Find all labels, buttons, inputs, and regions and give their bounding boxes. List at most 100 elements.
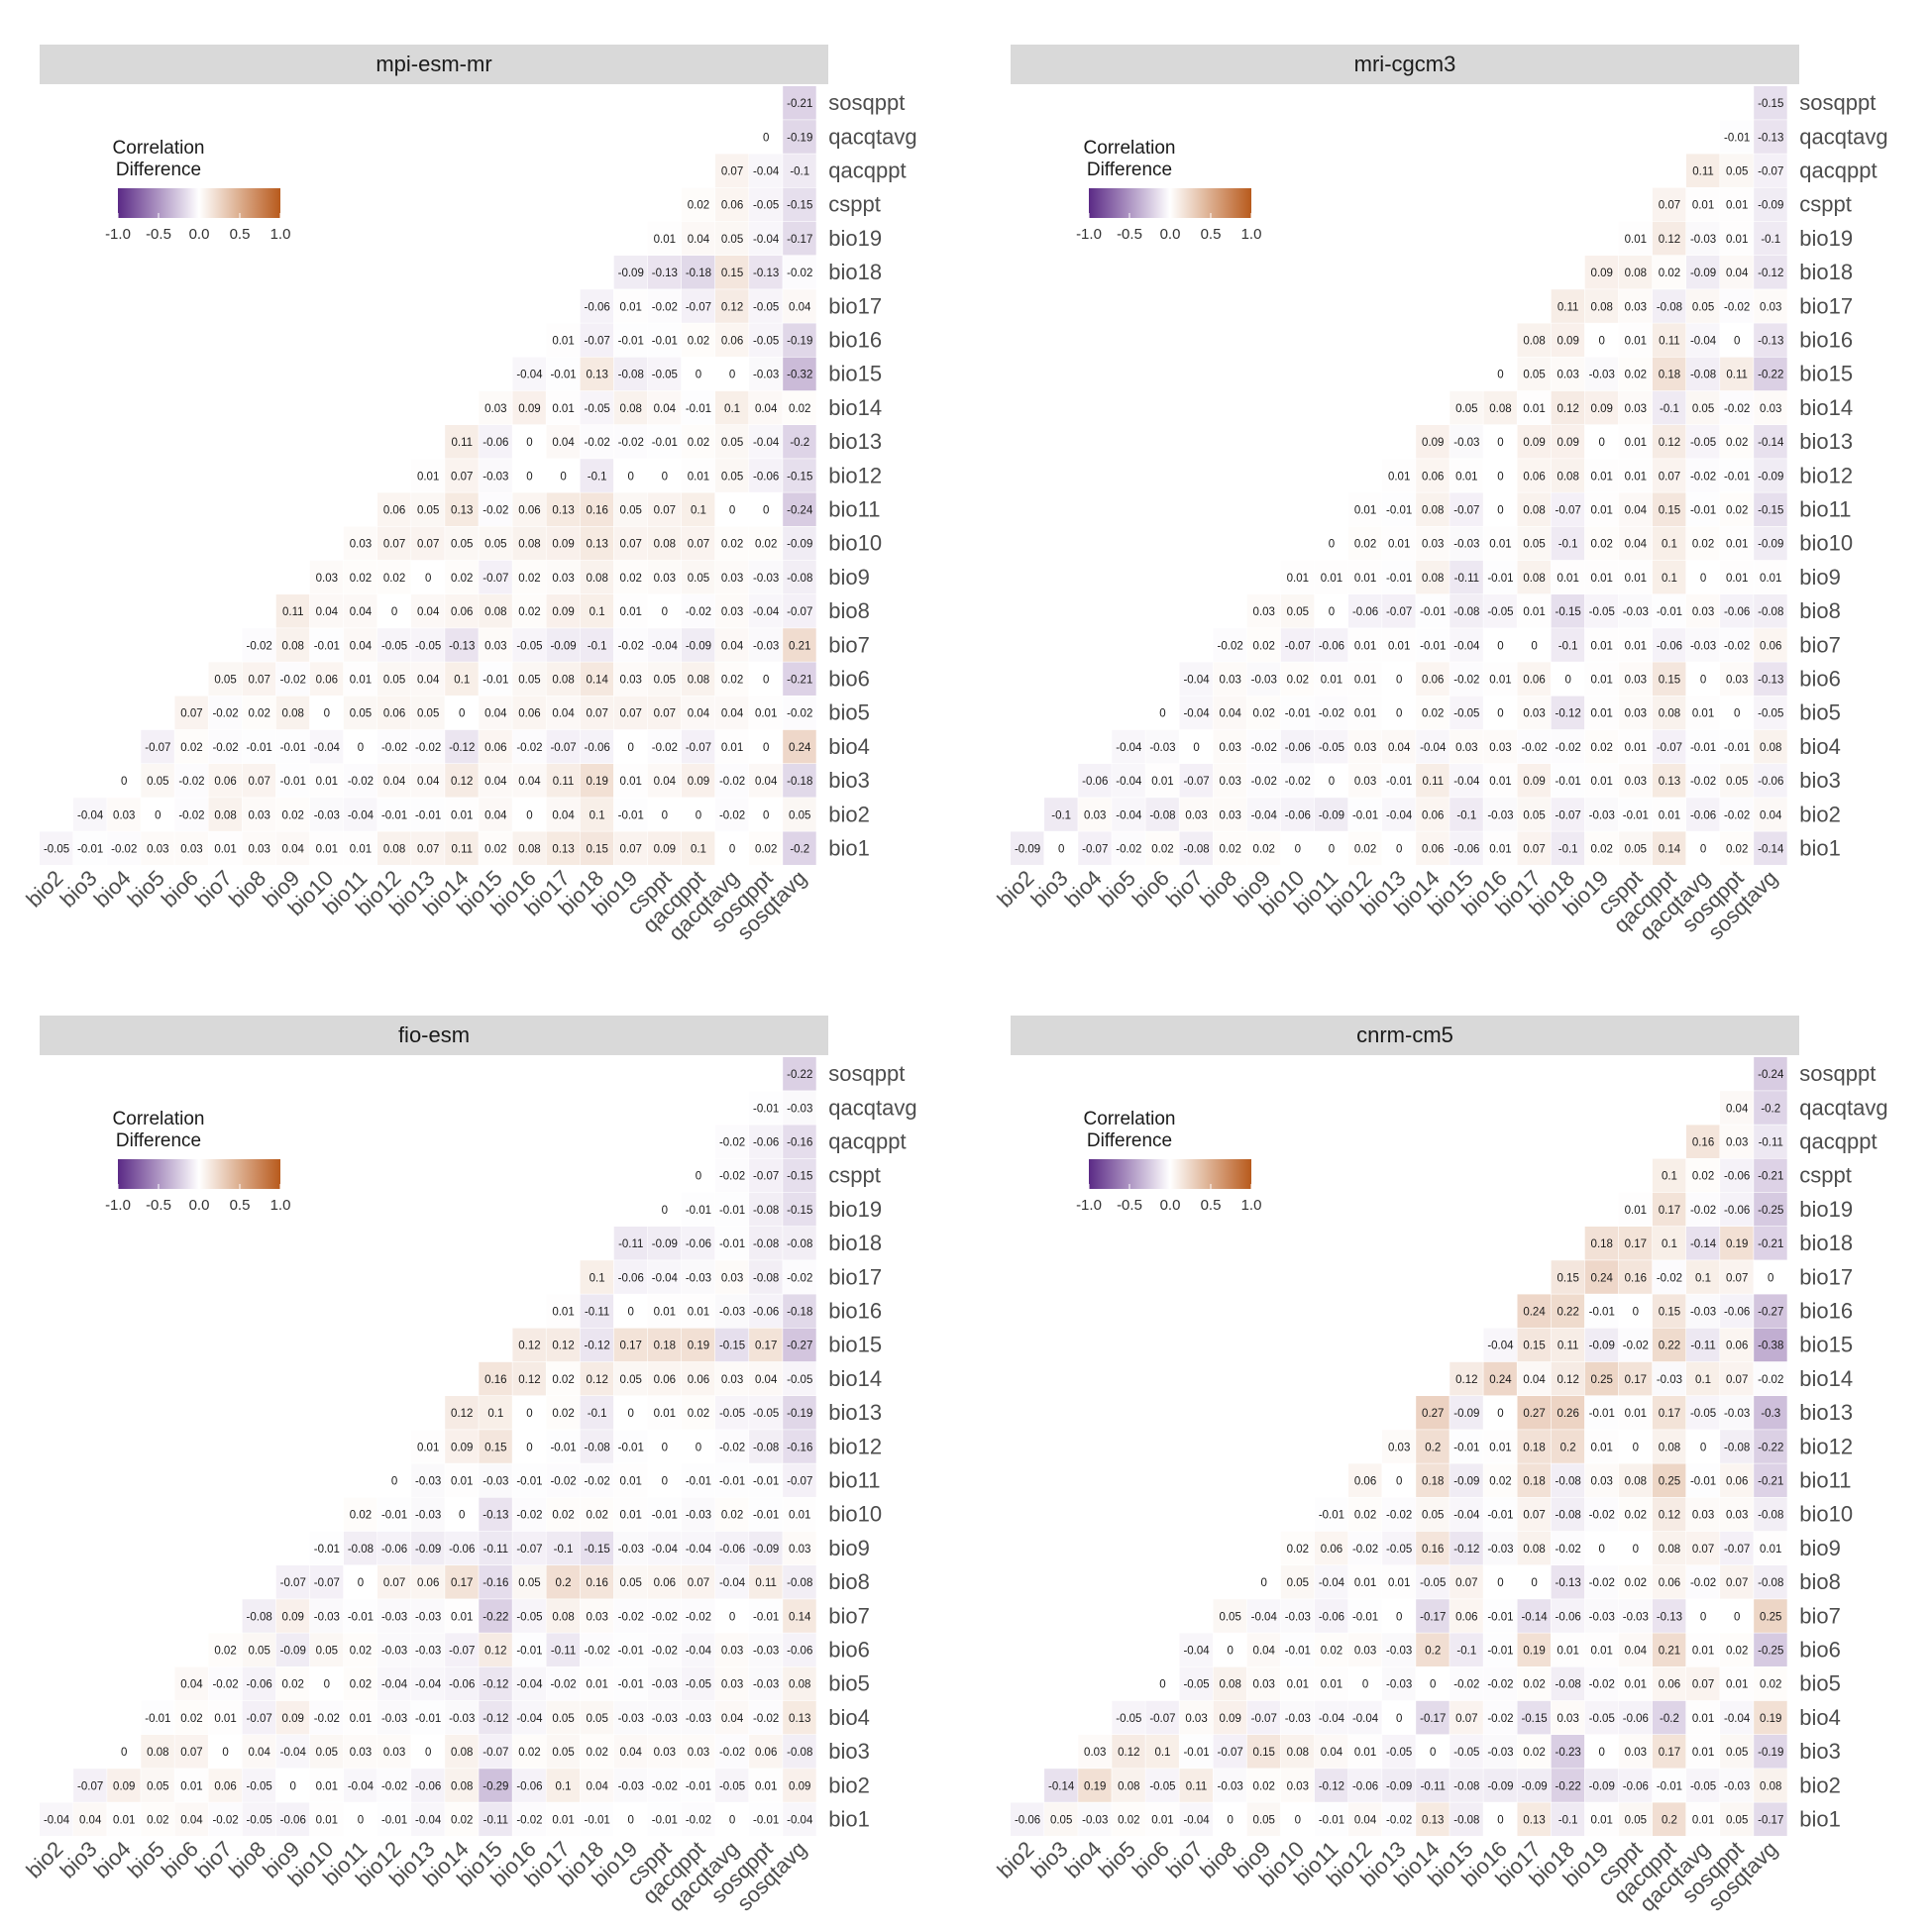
cell-value-label: -0.04: [1319, 1577, 1345, 1589]
cell-value-label: 0.15: [1253, 1747, 1275, 1759]
heatmap-cell: [580, 696, 614, 730]
heatmap-cell: [1483, 594, 1517, 628]
cell-value-label: 0.06: [316, 675, 338, 687]
y-tick-label: qacqppt: [1799, 1129, 1877, 1154]
cell-value-label: -0.07: [787, 606, 812, 618]
heatmap-cell: [479, 526, 512, 561]
cell-value-label: -0.05: [1589, 606, 1615, 618]
cell-value-label: -0.04: [753, 234, 780, 246]
legend-tick-label: -0.5: [146, 226, 171, 243]
cell-value-label: 0.01: [1388, 471, 1410, 483]
heatmap-cell: [749, 764, 783, 798]
cell-value-label: 0.06: [518, 505, 540, 517]
cell-value-label: 0.05: [1523, 809, 1545, 821]
heatmap-cell: [512, 492, 546, 526]
cell-value-label: 0: [391, 606, 397, 618]
cell-value-label: 0.16: [484, 1374, 506, 1386]
cell-value-label: 0.03: [180, 844, 202, 856]
cell-value-label: -0.08: [585, 1442, 610, 1453]
cell-value-label: -0.01: [686, 403, 711, 415]
cell-value-label: 0: [1734, 1611, 1740, 1623]
heatmap-cell: [580, 729, 614, 764]
heatmap-cell: [479, 560, 512, 594]
cell-value-label: 0.02: [721, 675, 743, 687]
cell-value-label: -0.05: [1453, 708, 1479, 720]
cell-value-label: -0.07: [1556, 505, 1581, 517]
y-tick-label: bio1: [828, 836, 870, 861]
heatmap-cell: [1483, 560, 1517, 594]
cell-value-label: 0.01: [1354, 573, 1376, 585]
cell-value-label: 0.01: [620, 1476, 642, 1488]
cell-value-label: 0.04: [316, 606, 339, 618]
cell-value-label: -0.02: [1724, 403, 1750, 415]
cell-value-label: 0.01: [1287, 573, 1309, 585]
heatmap-cell: [1720, 492, 1754, 526]
cell-value-label: -0.02: [686, 1611, 711, 1623]
heatmap-cell: [749, 221, 783, 256]
cell-value-label: -0.01: [77, 844, 103, 856]
heatmap-cell: [1213, 662, 1247, 696]
heatmap-cell: [715, 256, 749, 289]
cell-value-label: 0.12: [451, 1408, 473, 1420]
cell-value-label: -0.01: [753, 1476, 779, 1488]
cell-value-label: 0.01: [214, 844, 236, 856]
heatmap-cell: [1754, 459, 1787, 492]
y-tick-label: bio9: [1799, 1536, 1841, 1560]
heatmap-cell: [1584, 798, 1619, 831]
cell-value-label: -0.02: [1487, 1679, 1513, 1691]
heatmap-cell: [580, 357, 614, 391]
cell-value-label: 0: [1396, 675, 1402, 687]
cell-value-label: -0.03: [415, 1646, 441, 1658]
heatmap-cell: [715, 221, 749, 256]
cell-value-label: 0.03: [1591, 1476, 1613, 1488]
heatmap-cell: [681, 289, 715, 323]
cell-value-label: 0.05: [147, 1780, 168, 1792]
heatmap-cell: [512, 696, 546, 730]
cell-value-label: -0.07: [753, 1171, 779, 1183]
cell-value-label: -0.05: [686, 1679, 711, 1691]
cell-value-label: -0.03: [381, 1713, 407, 1725]
heatmap-cell: [749, 323, 783, 357]
cell-value-label: 0.08: [1659, 708, 1680, 720]
cell-value-label: 0: [459, 708, 465, 720]
cell-value-label: 0.11: [282, 606, 304, 618]
cell-value-label: 0.01: [1321, 1679, 1342, 1691]
heatmap-cell: [715, 492, 749, 526]
heatmap-cell: [1754, 696, 1787, 730]
cell-value-label: 0.03: [1455, 742, 1477, 754]
cell-value-label: 0.05: [620, 1577, 642, 1589]
cell-value-label: 0.03: [350, 539, 372, 551]
cell-value-label: 0.01: [451, 1611, 473, 1623]
y-tick-label: bio19: [828, 1197, 882, 1222]
heatmap-cell: [1483, 459, 1517, 492]
cell-value-label: 0.02: [721, 539, 743, 551]
heatmap-cell: [613, 256, 648, 289]
heatmap-cell: [1483, 696, 1517, 730]
cell-value-label: -0.1: [588, 1408, 607, 1420]
heatmap-cell: [1584, 594, 1619, 628]
cell-value-label: 0.18: [1523, 1476, 1545, 1488]
cell-value-label: -0.06: [483, 437, 508, 449]
cell-value-label: 0.18: [1422, 1476, 1444, 1488]
cell-value-label: 0.1: [1662, 1171, 1677, 1183]
heatmap-cell: [1517, 459, 1551, 492]
cell-value-label: -0.02: [247, 640, 272, 652]
legend-title: Difference: [1087, 1130, 1172, 1151]
y-tick-label: bio4: [1799, 1705, 1841, 1730]
heatmap-cell: [1416, 662, 1449, 696]
cell-value-label: 0.03: [1726, 675, 1748, 687]
legend-title: Difference: [1087, 160, 1172, 180]
cell-value-label: -0.04: [1183, 1815, 1210, 1827]
cell-value-label: -0.03: [1453, 539, 1479, 551]
heatmap-cell: [343, 628, 377, 662]
y-tick-label: bio15: [828, 1333, 882, 1357]
cell-value-label: 0.12: [586, 1374, 607, 1386]
cell-value-label: 0: [358, 742, 364, 754]
cell-value-label: -0.1: [1456, 809, 1476, 821]
cell-value-label: 0.02: [1726, 844, 1748, 856]
heatmap-cell: [783, 798, 816, 831]
y-tick-label: bio16: [828, 328, 882, 353]
cell-value-label: -0.08: [1758, 1510, 1783, 1522]
heatmap-cell: [275, 696, 310, 730]
